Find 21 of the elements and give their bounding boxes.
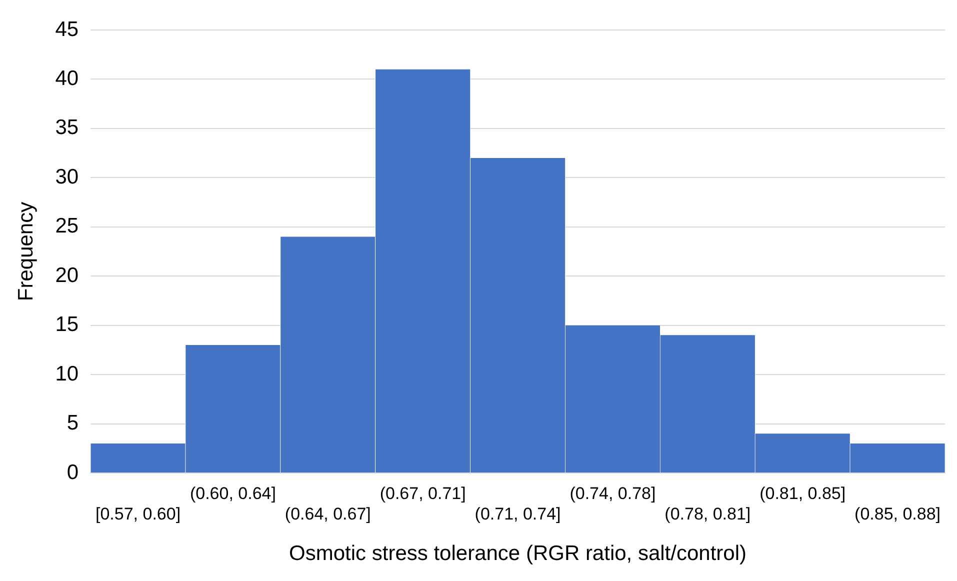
y-tick-label: 0 (66, 460, 79, 484)
y-tick-label: 35 (55, 116, 79, 140)
x-tick-label: (0.60, 0.64] (190, 484, 276, 503)
y-tick-label: 15 (55, 313, 79, 336)
x-tick-label: (0.71, 0.74] (474, 504, 561, 524)
y-tick-label: 30 (55, 165, 79, 188)
y-tick-label: 5 (66, 412, 79, 435)
y-axis-title: Frequency (14, 201, 38, 302)
x-tick-label: (0.67, 0.71] (380, 484, 466, 503)
x-tick-label: (0.74, 0.78] (570, 484, 656, 503)
x-tick-label: (0.85, 0.88] (854, 504, 941, 524)
x-tick-label: [0.57, 0.60] (95, 504, 181, 524)
x-tick-label: (0.78, 0.81] (664, 504, 751, 524)
y-tick-label: 20 (55, 264, 79, 287)
y-tick-label: 25 (55, 214, 79, 238)
x-tick-label: (0.81, 0.85] (760, 484, 846, 503)
y-tick-label: 10 (55, 362, 79, 386)
y-tick-label: 40 (55, 67, 79, 90)
y-tick-label: 45 (55, 18, 79, 41)
x-tick-label: (0.64, 0.67] (284, 504, 371, 524)
x-axis-title: Osmotic stress tolerance (RGR ratio, salt/control) (289, 542, 747, 566)
